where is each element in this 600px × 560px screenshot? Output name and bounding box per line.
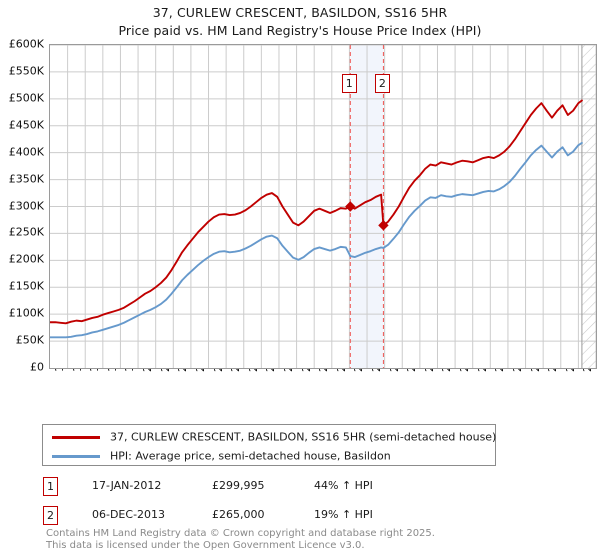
legend-item-hpi: HPI: Average price, semi-detached house,…	[43, 445, 495, 466]
forecast-hatch-region	[581, 45, 596, 368]
transaction-date-1: 17-JAN-2012	[92, 479, 162, 492]
y-axis-tick-label: £50K	[15, 333, 44, 347]
transaction-price-2: £265,000	[212, 508, 265, 521]
footer-line-1: Contains HM Land Registry data © Crown c…	[46, 528, 435, 539]
legend-swatch-hpi	[52, 455, 100, 458]
legend-label-property: 37, CURLEW CRESCENT, BASILDON, SS16 5HR …	[110, 430, 497, 443]
y-axis-tick-label: £600K	[8, 37, 44, 51]
page-title: 37, CURLEW CRESCENT, BASILDON, SS16 5HR	[152, 5, 448, 20]
transaction-date-2: 06-DEC-2013	[92, 508, 166, 521]
copyright-footer: Contains HM Land Registry data © Crown c…	[46, 528, 586, 551]
transaction-markers	[345, 201, 389, 231]
transaction-row-2: 2 06-DEC-2013 £265,000 19% ↑ HPI	[42, 506, 562, 528]
series-lines	[50, 99, 583, 339]
legend-item-property: 37, CURLEW CRESCENT, BASILDON, SS16 5HR …	[43, 426, 497, 447]
event-marker-box: 1	[341, 74, 357, 93]
chart-legend: 37, CURLEW CRESCENT, BASILDON, SS16 5HR …	[42, 424, 496, 466]
chart-canvas	[50, 45, 596, 368]
y-axis-tick-label: £350K	[8, 172, 44, 186]
transaction-hpi-1: 44% ↑ HPI	[314, 479, 373, 492]
y-axis-tick-label: £550K	[8, 64, 44, 78]
y-axis-tick-label: £200K	[8, 252, 44, 266]
legend-label-hpi: HPI: Average price, semi-detached house,…	[110, 449, 391, 462]
y-axis-tick-label: £300K	[8, 199, 44, 212]
transaction-badge-2: 2	[43, 506, 58, 525]
y-axis-tick-label: £250K	[8, 225, 44, 239]
y-axis-tick-label: £0	[30, 360, 44, 374]
y-axis-tick-label: £400K	[8, 145, 44, 159]
y-axis-tick-label: £150K	[8, 279, 44, 293]
footer-line-2: This data is licensed under the Open Gov…	[46, 539, 365, 551]
transaction-badge-1: 1	[43, 477, 58, 496]
event-marker-box: 2	[374, 74, 390, 93]
transaction-price-1: £299,995	[212, 479, 265, 492]
y-axis-tick-label: £500K	[8, 91, 44, 105]
y-axis-labels: £0 £50K £100K £150K £200K £250K £300K £350K £400…	[0, 0, 48, 560]
transaction-hpi-2: 19% ↑ HPI	[314, 508, 373, 521]
legend-swatch-property	[52, 436, 100, 439]
price-history-chart	[49, 44, 597, 369]
chart-title-block: 37, CURLEW CRESCENT, BASILDON, SS16 5HR …	[0, 0, 600, 40]
y-axis-tick-label: £100K	[8, 306, 44, 320]
y-axis-tick-label: £450K	[8, 118, 44, 132]
transaction-row-1: 1 17-JAN-2012 £299,995 44% ↑ HPI	[42, 477, 562, 499]
grid-lines	[50, 45, 596, 368]
page-subtitle: Price paid vs. HM Land Registry's House …	[118, 23, 482, 38]
